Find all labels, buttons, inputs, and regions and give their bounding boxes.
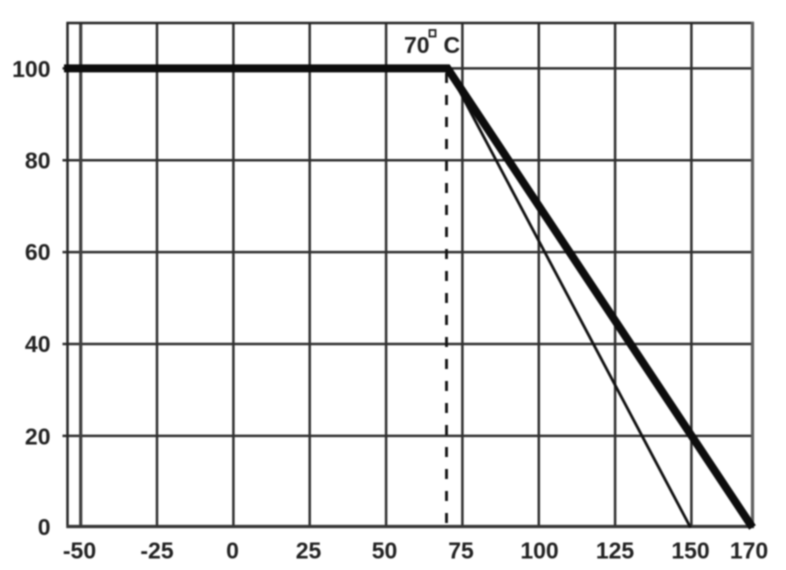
- svg-text:20: 20: [25, 424, 51, 450]
- svg-text:80: 80: [25, 148, 51, 174]
- svg-text:-50: -50: [63, 538, 96, 564]
- svg-text:100: 100: [520, 538, 558, 564]
- svg-text:100: 100: [12, 56, 50, 82]
- svg-text:C: C: [444, 32, 461, 58]
- svg-text:75: 75: [448, 538, 474, 564]
- svg-text:0: 0: [226, 538, 239, 564]
- svg-text:50: 50: [372, 538, 398, 564]
- svg-text:170: 170: [730, 538, 768, 564]
- svg-text:40: 40: [25, 331, 51, 357]
- svg-text:150: 150: [671, 538, 709, 564]
- svg-text:70: 70: [404, 32, 430, 58]
- svg-text:25: 25: [296, 538, 322, 564]
- svg-text:-25: -25: [140, 538, 173, 564]
- svg-text:125: 125: [596, 538, 635, 564]
- svg-text:0: 0: [38, 514, 51, 540]
- svg-text:60: 60: [25, 239, 51, 265]
